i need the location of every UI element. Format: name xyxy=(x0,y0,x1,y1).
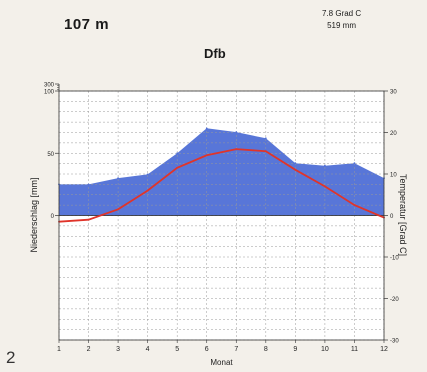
precipitation-point xyxy=(235,131,238,133)
temperature-point xyxy=(117,208,119,211)
left-tick-label: 50 xyxy=(47,152,54,158)
right-tick-label: -10 xyxy=(390,256,399,262)
temperature-point xyxy=(205,154,208,157)
right-tick-label: -30 xyxy=(390,339,399,345)
precipitation-point xyxy=(87,183,90,186)
precipitation-point xyxy=(205,127,208,130)
x-tick-label: 7 xyxy=(234,346,238,353)
x-tick-label: 6 xyxy=(205,346,209,353)
precipitation-point xyxy=(294,162,297,165)
precipitation-point xyxy=(324,164,326,167)
temperature-line xyxy=(58,148,385,223)
right-tick-label: 30 xyxy=(390,90,397,96)
temperature-point xyxy=(176,166,179,169)
left-tick-label: 100 xyxy=(44,90,55,96)
right-tick-label: 20 xyxy=(390,131,397,137)
x-tick-label: 12 xyxy=(380,346,388,353)
figure-number: 2 xyxy=(6,348,16,367)
right-axis-title: Temperatur [Grad C] xyxy=(398,174,408,256)
x-tick-label: 5 xyxy=(175,346,179,353)
climate-stats: 7.8 Grad C 519 mm xyxy=(322,8,361,32)
annual-precipitation: 519 mm xyxy=(327,21,357,30)
precipitation-point xyxy=(353,162,356,165)
temperature-point xyxy=(294,168,297,171)
x-tick-label: 8 xyxy=(264,346,268,353)
precipitation-point xyxy=(117,177,119,180)
climate-classification: Dfb xyxy=(204,46,226,61)
left-axis-title: Niederschlag [mm] xyxy=(29,177,39,252)
temperature-point xyxy=(146,189,149,192)
precipitation-point xyxy=(264,137,267,140)
right-tick-label: 10 xyxy=(390,173,397,179)
mean-temperature: 7.8 Grad C xyxy=(322,9,362,18)
x-tick-label: 1 xyxy=(57,346,61,353)
x-tick-label: 11 xyxy=(351,346,358,353)
precipitation-area xyxy=(59,128,384,216)
temperature-point xyxy=(264,150,267,153)
left-tick-label: 0 xyxy=(51,214,55,220)
right-tick-label: 0 xyxy=(390,214,394,220)
x-tick-label: 10 xyxy=(321,346,329,353)
left-tick-label: 300 xyxy=(44,83,55,89)
x-tick-label: 2 xyxy=(87,346,91,353)
precipitation-point xyxy=(176,152,179,155)
temperature-point xyxy=(235,148,238,151)
x-tick-label: 4 xyxy=(146,346,150,353)
station-elevation: 107 m xyxy=(64,16,110,33)
temperature-point xyxy=(324,185,326,188)
x-tick-label: 3 xyxy=(116,346,120,353)
precipitation-point xyxy=(146,173,149,176)
x-tick-label: 9 xyxy=(293,346,297,353)
temperature-point xyxy=(353,204,356,207)
right-tick-label: -20 xyxy=(390,297,399,303)
x-axis-title: Monat xyxy=(210,358,233,367)
temperature-point xyxy=(87,218,90,221)
